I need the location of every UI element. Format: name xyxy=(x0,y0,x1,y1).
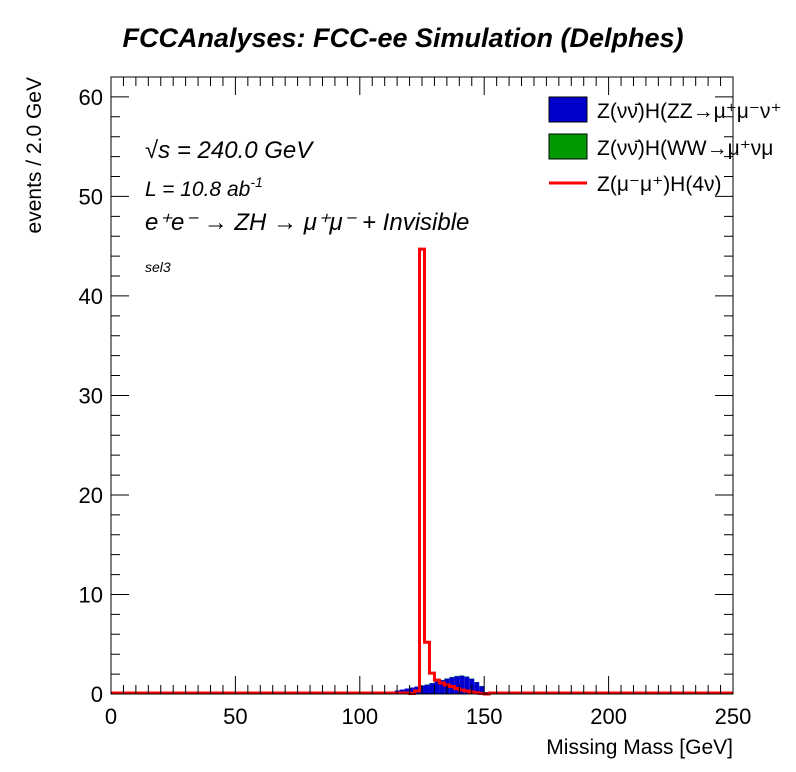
x-tick-label: 250 xyxy=(715,704,752,729)
y-tick-label: 40 xyxy=(79,284,103,309)
x-tick-label: 50 xyxy=(223,704,247,729)
legend-label: Z(νν̄)H(WW→μ⁺νμ xyxy=(597,137,773,160)
hist-bar-series0 xyxy=(434,681,440,694)
hist-bar-series0 xyxy=(429,683,435,694)
hist-bar-series0 xyxy=(454,676,460,694)
y-tick-label: 0 xyxy=(91,682,103,707)
hist-bar-series0 xyxy=(479,686,485,694)
hist-bar-series0 xyxy=(464,676,470,694)
x-tick-label: 150 xyxy=(466,704,503,729)
y-tick-label: 10 xyxy=(79,582,103,607)
x-tick-labels: 0 50 100 150 200 250 xyxy=(105,704,751,729)
legend-label: Z(μ⁻μ⁺)H(4ν) xyxy=(597,173,722,196)
hist-bar-series0 xyxy=(424,684,430,694)
y-tick-label: 50 xyxy=(79,184,103,209)
annotation-process: e⁺e⁻ → ZH → μ⁺μ⁻ + Invisible xyxy=(145,209,469,236)
x-tick-label: 100 xyxy=(341,704,378,729)
hist-bar-series0 xyxy=(459,675,465,694)
tick-marks xyxy=(110,76,734,695)
step-line-series xyxy=(111,247,733,696)
legend-swatch xyxy=(548,133,588,160)
annotation-selection: sel3 xyxy=(145,259,171,275)
hist-bar-series0 xyxy=(474,682,480,694)
hist-bar-series0 xyxy=(439,680,445,694)
annotation-luminosity: L = 10.8 ab-1 xyxy=(145,174,263,201)
y-axis-label: events / 2.0 GeV xyxy=(23,77,46,233)
luminosity-exponent: -1 xyxy=(250,174,262,190)
plot-area xyxy=(111,247,733,696)
axis-ticks xyxy=(110,76,734,695)
x-tick-label: 0 xyxy=(105,704,117,729)
chart-title: FCCAnalyses: FCC-ee Simulation (Delphes) xyxy=(122,23,683,53)
legend-swatch xyxy=(548,96,588,123)
y-tick-labels: 0 10 20 30 40 50 60 xyxy=(79,85,103,707)
plot-frame xyxy=(110,76,734,695)
legend: Z(νν̄)H(ZZ→μ⁺μ⁻ν⁺ Z(νν̄)H(WW→μ⁺νμ Z(μ⁻μ⁺)H… xyxy=(548,96,782,196)
x-axis-label: Missing Mass [GeV] xyxy=(546,736,733,759)
x-tick-label: 200 xyxy=(590,704,627,729)
hist-bar-series0 xyxy=(409,687,415,694)
legend-label: Z(νν̄)H(ZZ→μ⁺μ⁻ν⁺ xyxy=(597,100,782,123)
hist-bar-series0 xyxy=(404,688,410,694)
y-tick-label: 30 xyxy=(79,383,103,408)
y-tick-label: 60 xyxy=(79,85,103,110)
annotation-sqrt-s: √s = 240.0 GeV xyxy=(145,137,314,164)
y-tick-label: 20 xyxy=(79,483,103,508)
luminosity-value: L = 10.8 ab xyxy=(145,178,251,201)
